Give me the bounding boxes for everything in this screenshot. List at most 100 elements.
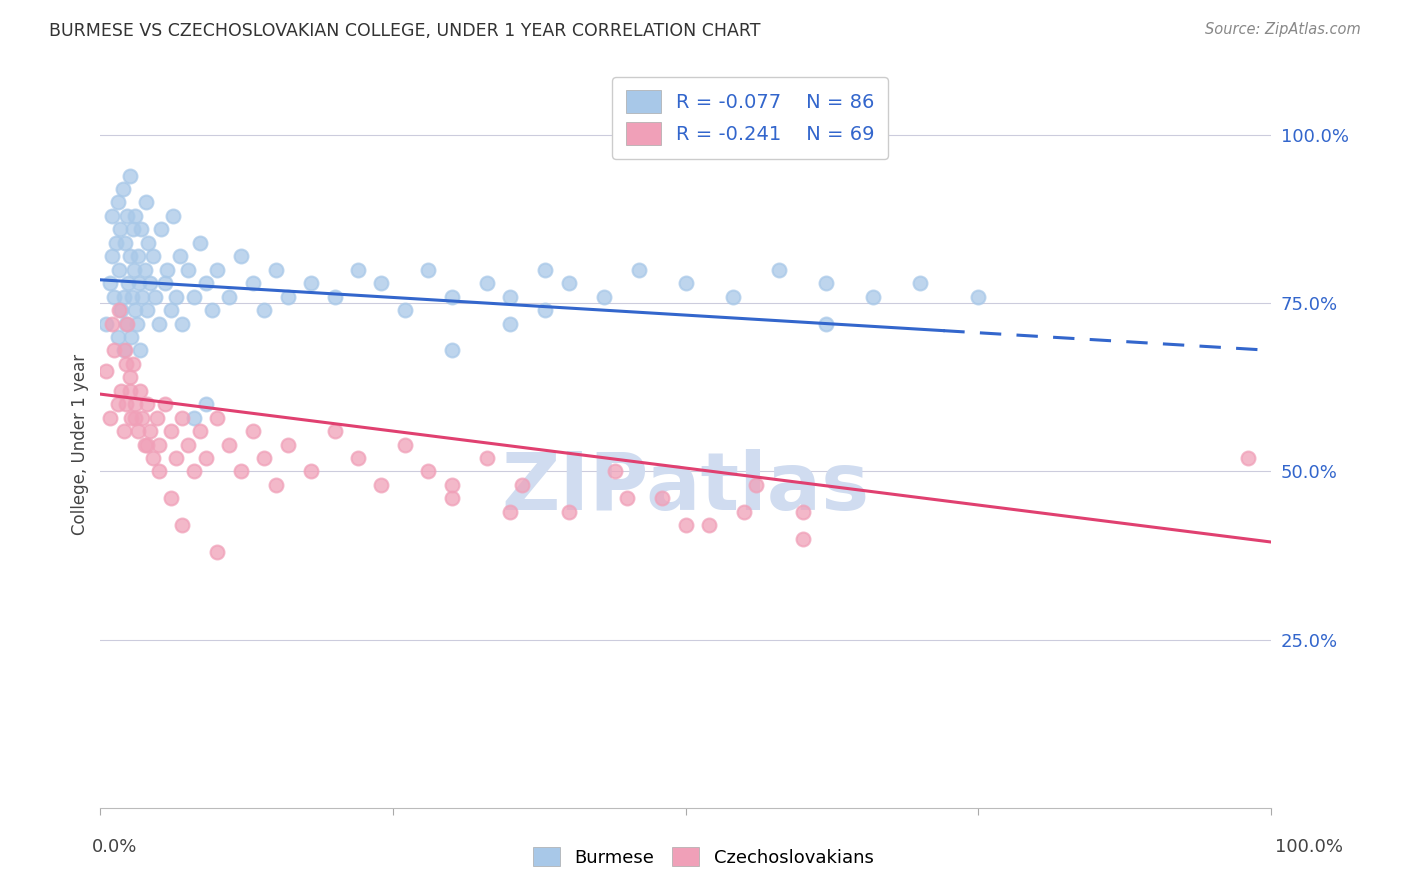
Point (475, 276, 498, 290)
Point (115, 317, 138, 331)
Point (675, 276, 697, 290)
Point (264, 262, 287, 277)
Point (114, 343, 136, 358)
Point (194, 397, 217, 411)
Point (418, 465, 440, 479)
Point (108, 303, 131, 318)
Point (177, 437, 200, 451)
Point (229, 465, 252, 479)
Point (148, 437, 170, 451)
Point (129, 343, 152, 358)
Text: ZIPatlas: ZIPatlas (502, 449, 870, 527)
Point (103, 343, 125, 358)
Point (121, 290, 143, 304)
Point (110, 303, 132, 318)
Point (651, 491, 673, 506)
Point (721, 290, 744, 304)
Point (440, 290, 463, 304)
Point (159, 424, 181, 438)
Point (792, 505, 814, 519)
Point (207, 262, 229, 277)
Point (440, 343, 463, 358)
Point (107, 397, 129, 411)
Point (124, 303, 146, 318)
Point (557, 505, 579, 519)
Point (153, 276, 176, 290)
Y-axis label: College, Under 1 year: College, Under 1 year (72, 354, 89, 535)
Point (118, 384, 141, 398)
Point (627, 262, 650, 277)
Point (745, 478, 768, 492)
Point (299, 276, 322, 290)
Point (162, 209, 184, 223)
Point (148, 465, 170, 479)
Point (115, 397, 138, 411)
Point (967, 290, 990, 304)
Point (115, 357, 138, 371)
Point (136, 437, 159, 451)
Point (592, 290, 614, 304)
Point (159, 303, 181, 318)
Point (129, 384, 152, 398)
Text: 0.0%: 0.0% (91, 838, 136, 856)
Point (229, 249, 252, 263)
Point (142, 450, 165, 465)
Point (165, 290, 187, 304)
Point (112, 290, 135, 304)
Point (159, 491, 181, 506)
Legend: R = -0.077    N = 86, R = -0.241    N = 69: R = -0.077 N = 86, R = -0.241 N = 69 (612, 77, 889, 159)
Point (370, 276, 392, 290)
Point (153, 397, 176, 411)
Point (862, 290, 884, 304)
Point (108, 262, 131, 277)
Point (135, 195, 157, 210)
Point (183, 465, 205, 479)
Point (131, 410, 153, 425)
Point (111, 182, 134, 196)
Point (733, 505, 755, 519)
Point (138, 235, 160, 250)
Point (104, 235, 127, 250)
Point (815, 276, 838, 290)
Point (131, 290, 153, 304)
Point (183, 290, 205, 304)
Point (150, 222, 173, 236)
Point (145, 410, 167, 425)
Point (117, 317, 139, 331)
Point (697, 518, 720, 533)
Point (138, 276, 160, 290)
Point (101, 249, 124, 263)
Point (188, 235, 211, 250)
Point (127, 249, 149, 263)
Point (323, 424, 346, 438)
Point (134, 262, 156, 277)
Point (675, 518, 697, 533)
Point (499, 505, 522, 519)
Point (107, 195, 129, 210)
Point (136, 397, 159, 411)
Point (118, 169, 141, 183)
Point (792, 532, 814, 546)
Point (118, 370, 141, 384)
Text: BURMESE VS CZECHOSLOVAKIAN COLLEGE, UNDER 1 YEAR CORRELATION CHART: BURMESE VS CZECHOSLOVAKIAN COLLEGE, UNDE… (49, 22, 761, 40)
Point (418, 262, 440, 277)
Point (616, 491, 638, 506)
Point (534, 303, 557, 318)
Point (207, 410, 229, 425)
Point (125, 317, 148, 331)
Point (101, 209, 124, 223)
Point (218, 437, 240, 451)
Point (253, 450, 276, 465)
Point (172, 518, 194, 533)
Point (128, 276, 150, 290)
Legend: Burmese, Czechoslovakians: Burmese, Czechoslovakians (526, 840, 880, 874)
Point (122, 222, 145, 236)
Point (1236, 450, 1258, 465)
Point (165, 450, 187, 465)
Point (124, 410, 146, 425)
Point (169, 249, 191, 263)
Point (134, 437, 156, 451)
Point (277, 437, 299, 451)
Point (96, 363, 118, 377)
Point (183, 410, 205, 425)
